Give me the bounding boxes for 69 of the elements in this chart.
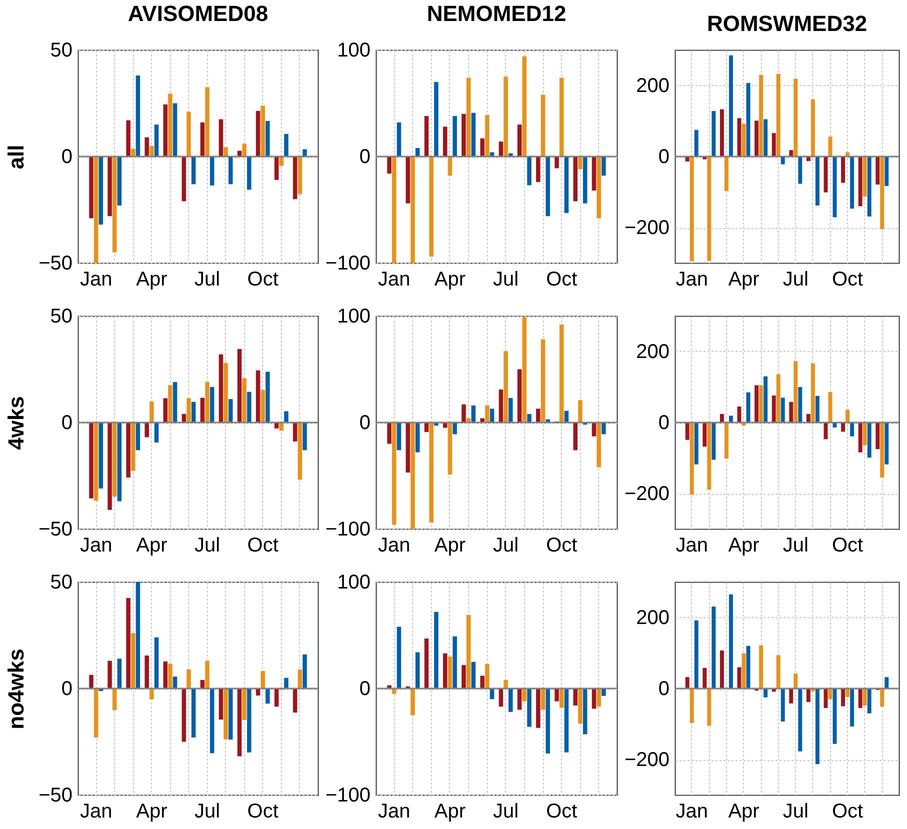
- y-tick-label: −50: [38, 518, 72, 540]
- x-tick-label: Jul: [493, 800, 519, 822]
- x-tick-label: Apr: [136, 534, 168, 556]
- y-tick-label: 0: [61, 146, 72, 168]
- x-tick-label: Jan: [676, 534, 708, 556]
- y-tick-label: 200: [636, 607, 670, 629]
- y-tick-label: 0: [658, 146, 670, 168]
- x-tick-label: Oct: [832, 800, 864, 822]
- y-tick-label: 100: [337, 40, 370, 62]
- x-tick-label: Jul: [782, 534, 808, 556]
- x-tick-label: Jul: [194, 534, 220, 556]
- y-tick-label: −200: [624, 217, 670, 239]
- chart-title: ROMSWMED32: [706, 11, 868, 36]
- y-tick-label: 0: [61, 412, 72, 434]
- x-tick-label: Jan: [676, 268, 708, 290]
- y-tick-label: 0: [658, 678, 670, 700]
- y-tick-label: 200: [636, 341, 670, 363]
- x-tick-label: Oct: [832, 268, 864, 290]
- x-tick-label: Jul: [194, 800, 220, 822]
- y-tick-label: 100: [337, 572, 370, 594]
- y-tick-label: 0: [658, 412, 670, 434]
- y-tick-label: −100: [325, 518, 370, 540]
- y-tick-label: 0: [61, 678, 72, 700]
- x-tick-label: Jul: [782, 268, 808, 290]
- chart-title: NEMOMED12: [426, 1, 566, 26]
- x-tick-label: Jan: [378, 800, 410, 822]
- y-axis-title: 4wks: [4, 396, 29, 450]
- x-tick-label: Jul: [493, 534, 519, 556]
- x-tick-label: Jul: [782, 800, 808, 822]
- x-tick-label: Oct: [546, 268, 578, 290]
- x-tick-label: Apr: [434, 268, 466, 290]
- x-tick-label: Oct: [247, 268, 279, 290]
- x-tick-label: Jan: [80, 800, 112, 822]
- x-tick-label: Jan: [378, 268, 410, 290]
- chart-title: AVISOMED08: [128, 1, 268, 26]
- x-tick-label: Apr: [728, 268, 760, 290]
- y-tick-label: 50: [50, 40, 72, 62]
- x-tick-label: Oct: [247, 534, 279, 556]
- x-tick-label: Jul: [194, 268, 220, 290]
- x-tick-label: Apr: [136, 268, 168, 290]
- x-tick-label: Jan: [80, 268, 112, 290]
- x-tick-label: Jan: [676, 800, 708, 822]
- x-tick-label: Apr: [728, 800, 760, 822]
- y-tick-label: 0: [359, 678, 370, 700]
- y-tick-label: −50: [38, 252, 72, 274]
- y-tick-label: −50: [38, 784, 72, 806]
- y-tick-label: −200: [624, 749, 670, 771]
- y-tick-label: −100: [325, 252, 370, 274]
- x-tick-label: Apr: [434, 534, 466, 556]
- y-tick-label: −200: [624, 483, 670, 505]
- y-tick-label: 50: [50, 572, 72, 594]
- x-tick-label: Apr: [728, 534, 760, 556]
- x-tick-label: Oct: [546, 800, 578, 822]
- y-tick-label: −100: [325, 784, 370, 806]
- y-tick-label: 0: [359, 412, 370, 434]
- x-tick-label: Oct: [832, 534, 864, 556]
- y-tick-label: 100: [337, 306, 370, 328]
- y-tick-label: 0: [359, 146, 370, 168]
- y-tick-label: 50: [50, 306, 72, 328]
- y-axis-title: all: [4, 144, 29, 170]
- x-tick-label: Jan: [378, 534, 410, 556]
- y-tick-label: 200: [636, 75, 670, 97]
- x-tick-label: Jul: [493, 268, 519, 290]
- x-tick-label: Jan: [80, 534, 112, 556]
- x-tick-label: Oct: [247, 800, 279, 822]
- y-axis-title: no4wks: [4, 648, 29, 730]
- x-tick-label: Apr: [434, 800, 466, 822]
- x-tick-label: Oct: [546, 534, 578, 556]
- x-tick-label: Apr: [136, 800, 168, 822]
